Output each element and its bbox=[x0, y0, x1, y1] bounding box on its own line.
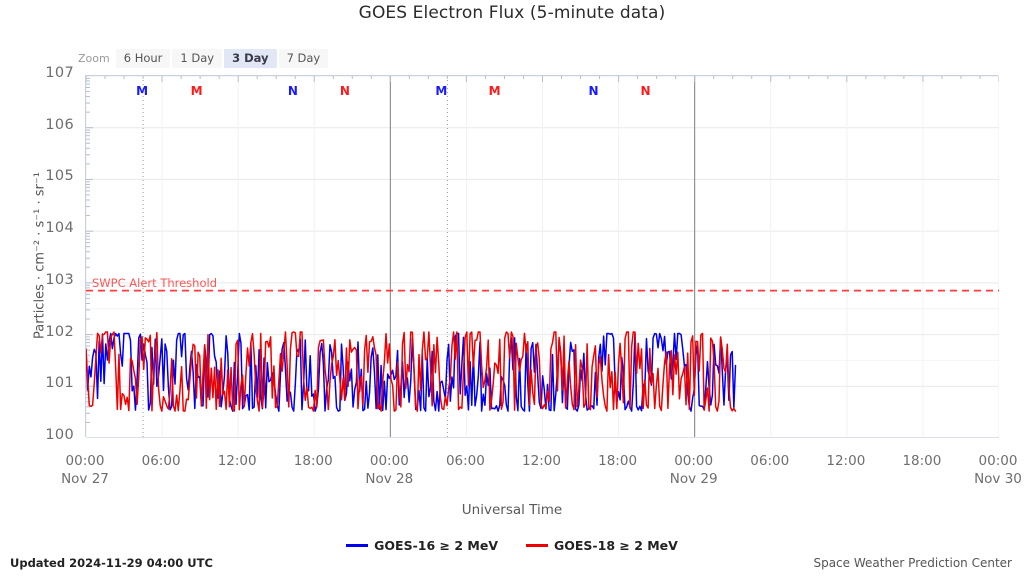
x-tick-time: 06:00 bbox=[750, 453, 790, 469]
zoom-label: Zoom bbox=[78, 52, 110, 65]
event-marker-m-0[interactable]: M bbox=[136, 84, 149, 98]
x-tick-time: 18:00 bbox=[902, 453, 942, 469]
event-marker-n-6[interactable]: N bbox=[588, 84, 599, 98]
x-tick-label-10: 12:00 bbox=[806, 453, 886, 469]
legend-swatch-goes18 bbox=[526, 544, 548, 547]
y-tick-label-100: 100 bbox=[45, 427, 74, 443]
x-tick-time: 12:00 bbox=[217, 453, 257, 469]
legend-label-goes16: GOES-16 ≥ 2 MeV bbox=[374, 538, 498, 553]
x-tick-label-8: 00:00 Nov 29 bbox=[654, 453, 734, 487]
x-tick-label-2: 12:00 bbox=[197, 453, 277, 469]
x-tick-time: 00:00 bbox=[674, 453, 714, 469]
x-tick-label-1: 06:00 bbox=[121, 453, 201, 469]
x-tick-label-11: 18:00 bbox=[882, 453, 962, 469]
zoom-button-3-day[interactable]: 3 Day bbox=[224, 49, 277, 68]
zoom-button-1-day[interactable]: 1 Day bbox=[172, 49, 223, 68]
x-tick-day: Nov 27 bbox=[61, 471, 109, 487]
x-tick-day: Nov 28 bbox=[365, 471, 414, 487]
x-tick-label-4: 00:00 Nov 28 bbox=[349, 453, 429, 487]
threshold-annotation: SWPC Alert Threshold bbox=[92, 276, 217, 290]
x-tick-time: 18:00 bbox=[598, 453, 638, 469]
flux-plot bbox=[86, 76, 999, 438]
x-tick-label-7: 18:00 bbox=[578, 453, 658, 469]
x-tick-label-9: 06:00 bbox=[730, 453, 810, 469]
x-tick-label-0: 00:00 Nov 27 bbox=[45, 453, 125, 487]
x-tick-time: 00:00 bbox=[978, 453, 1018, 469]
y-tick-label-106: 106 bbox=[45, 116, 74, 133]
updated-timestamp: Updated 2024-11-29 04:00 UTC bbox=[10, 556, 213, 570]
event-marker-m-4[interactable]: M bbox=[435, 84, 448, 98]
y-tick-label-107: 107 bbox=[45, 65, 74, 81]
legend-item-goes16: GOES-16 ≥ 2 MeV bbox=[346, 538, 498, 553]
y-tick-label-104: 104 bbox=[45, 220, 74, 237]
x-tick-label-12: 00:00 Nov 30 bbox=[958, 453, 1024, 487]
x-tick-time: 06:00 bbox=[141, 453, 181, 469]
event-marker-n-3[interactable]: N bbox=[339, 84, 350, 98]
x-tick-time: 12:00 bbox=[522, 453, 561, 469]
x-tick-label-3: 18:00 bbox=[273, 453, 353, 469]
event-marker-n-7[interactable]: N bbox=[640, 84, 651, 98]
x-tick-day: Nov 30 bbox=[974, 471, 1022, 487]
source-attribution: Space Weather Prediction Center bbox=[813, 556, 1012, 570]
x-tick-time: 06:00 bbox=[445, 453, 485, 469]
event-marker-m-5[interactable]: M bbox=[488, 84, 501, 98]
x-tick-label-5: 06:00 bbox=[425, 453, 505, 469]
zoom-range-selector: Zoom 6 Hour 1 Day 3 Day 7 Day bbox=[78, 49, 330, 68]
page-title: GOES Electron Flux (5-minute data) bbox=[358, 3, 666, 23]
event-marker-n-2[interactable]: N bbox=[287, 84, 298, 98]
y-tick-label-102: 102 bbox=[45, 323, 74, 340]
y-tick-label-105: 105 bbox=[45, 168, 74, 185]
legend-swatch-goes16 bbox=[346, 544, 369, 547]
x-tick-time: 00:00 bbox=[65, 453, 105, 469]
chart-legend: GOES-16 ≥ 2 MeV GOES-18 ≥ 2 MeV bbox=[0, 538, 1024, 553]
x-tick-time: 12:00 bbox=[826, 453, 866, 469]
x-tick-time: 18:00 bbox=[293, 453, 333, 469]
y-tick-label-103: 103 bbox=[45, 271, 74, 288]
x-tick-day: Nov 29 bbox=[669, 471, 718, 487]
legend-item-goes18: GOES-18 ≥ 2 MeV bbox=[526, 538, 678, 553]
x-tick-time: 00:00 bbox=[369, 453, 409, 469]
event-marker-m-1[interactable]: M bbox=[190, 84, 203, 98]
zoom-button-7-day[interactable]: 7 Day bbox=[278, 49, 329, 68]
x-axis-title: Universal Time bbox=[461, 502, 563, 518]
legend-label-goes18: GOES-18 ≥ 2 MeV bbox=[554, 538, 678, 553]
y-tick-label-101: 101 bbox=[45, 375, 74, 392]
y-axis-title: Particles · cm⁻² · s⁻¹ · sr⁻¹ bbox=[32, 172, 48, 339]
plot-area bbox=[85, 75, 999, 438]
x-tick-label-6: 12:00 bbox=[502, 453, 582, 469]
zoom-button-6-hour[interactable]: 6 Hour bbox=[115, 49, 171, 68]
